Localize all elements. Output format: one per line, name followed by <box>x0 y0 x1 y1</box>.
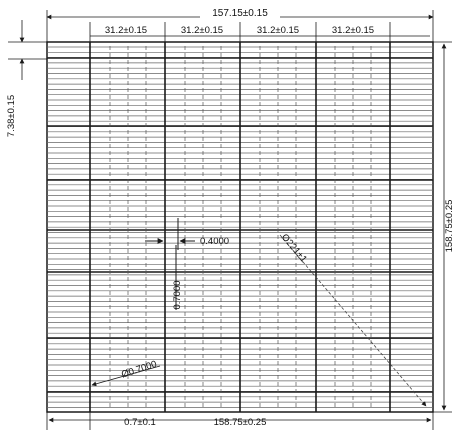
finger-spacing-callout <box>145 218 195 310</box>
cell-width-1-label: 31.2±0.15 <box>105 25 147 36</box>
cell-width-3-label: 31.2±0.15 <box>257 25 299 36</box>
busbars <box>89 42 391 412</box>
finger-spacing-label: 0.4000 <box>200 236 229 247</box>
cell-width-4-label: 31.2±0.15 <box>332 25 374 36</box>
right-height-dimension <box>433 41 452 413</box>
bottom-width-label: 158.75±0.25 <box>214 417 267 428</box>
corner-diameter-label: Ø0.7000 <box>120 359 158 381</box>
dashed-lines <box>109 46 372 408</box>
cell-width-2-label: 31.2±0.15 <box>181 25 223 36</box>
bottom-dimensions <box>46 395 434 430</box>
left-offset-dimension <box>8 20 47 80</box>
overall-width-text: 157.15±0.15 <box>212 8 268 19</box>
diagonal-line <box>279 234 427 407</box>
overall-height-label: 158.75±0.25 <box>444 200 452 253</box>
corner-leader <box>91 365 161 387</box>
finger-length-label: 0.7000 <box>172 280 183 309</box>
bottom-offset-label: 0.7±0.1 <box>124 417 156 428</box>
top-offset-label: 7.38±0.15 <box>6 95 17 137</box>
